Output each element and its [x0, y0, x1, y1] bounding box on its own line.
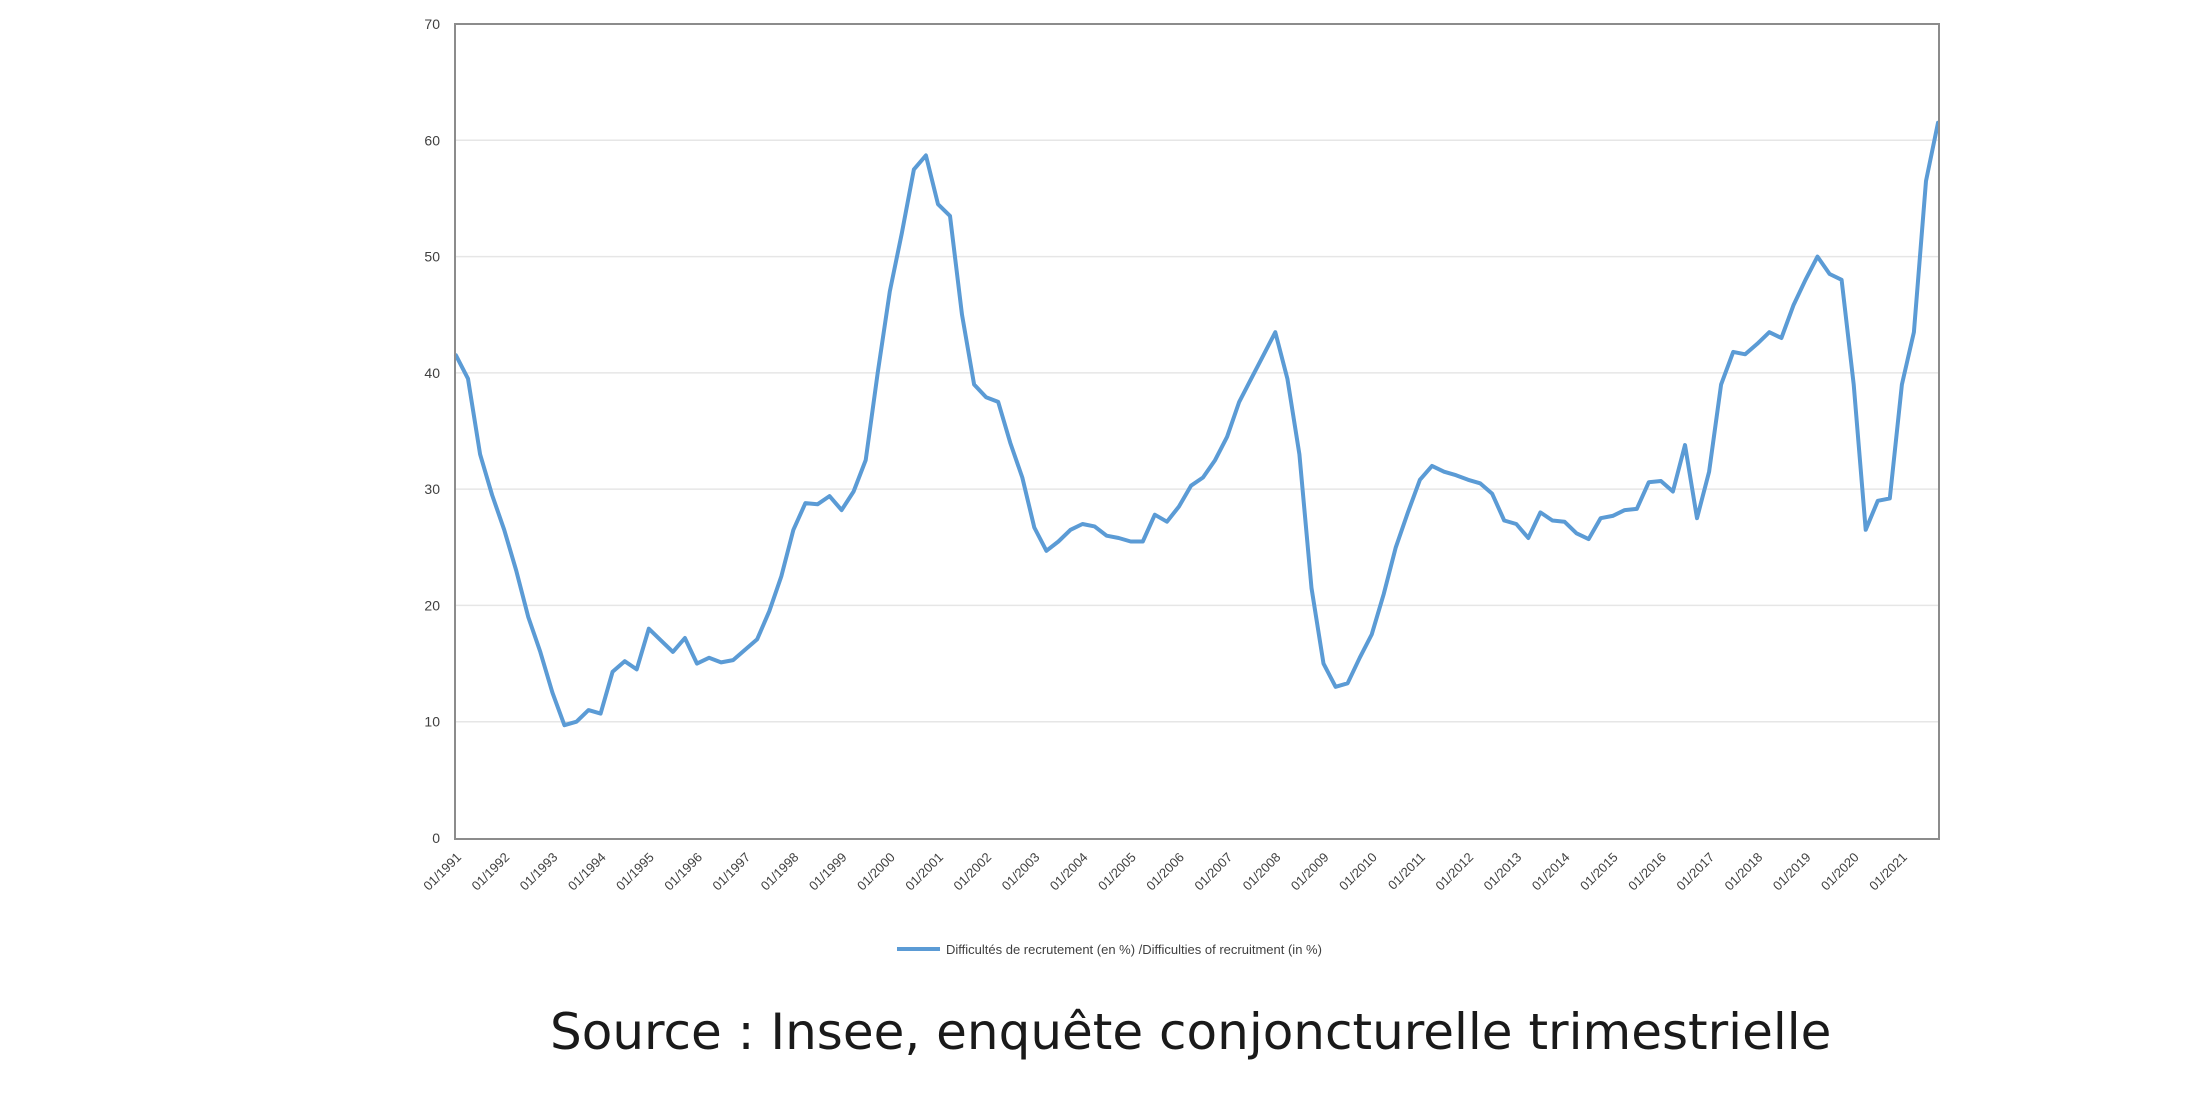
x-tick-label: 01/2019: [1770, 850, 1814, 894]
x-tick-label: 01/2021: [1866, 850, 1910, 894]
series-layer: [454, 120, 1940, 728]
x-tick-label: 01/1994: [565, 850, 609, 894]
x-tick-label: 01/1995: [613, 850, 657, 894]
x-tick-label: 01/2012: [1432, 850, 1476, 894]
y-tick-label: 70: [424, 16, 440, 32]
x-tick-label: 01/2007: [1191, 850, 1235, 894]
y-tick-label: 30: [424, 481, 440, 497]
x-tick-label: 01/1998: [758, 850, 802, 894]
x-tick-label: 01/2020: [1818, 850, 1862, 894]
y-tick-label: 10: [424, 714, 440, 730]
x-tick-label: 01/2001: [902, 850, 946, 894]
x-tick-label: 01/2016: [1625, 850, 1669, 894]
x-tick-label: 01/2011: [1385, 850, 1428, 893]
y-tick-label: 60: [424, 132, 440, 148]
x-tick-label: 01/2018: [1722, 850, 1766, 894]
y-axis-ticks: 0 10 20 30 40 50 60 70: [424, 16, 440, 846]
x-tick-label: 01/2017: [1673, 850, 1717, 894]
x-tick-label: 01/2000: [854, 850, 898, 894]
x-tick-label: 01/2009: [1288, 850, 1332, 894]
series-line: [454, 120, 1940, 728]
y-tick-label: 0: [432, 830, 440, 846]
x-tick-label: 01/1991: [420, 850, 464, 894]
source-note: Source : Insee, enquête conjoncturelle t…: [550, 1003, 1832, 1061]
x-tick-label: 01/2002: [950, 850, 994, 894]
legend-label: Difficultés de recrutement (en %) /Diffi…: [946, 942, 1322, 957]
gridlines: [456, 139, 1938, 723]
x-tick-label: 01/2005: [1095, 850, 1139, 894]
x-tick-label: 01/1996: [661, 850, 705, 894]
x-tick-label: 01/2006: [1143, 850, 1187, 894]
plot-frame: [454, 23, 1940, 840]
x-tick-label: 01/2013: [1481, 850, 1525, 894]
x-tick-label: 01/1992: [468, 850, 512, 894]
y-tick-label: 50: [424, 249, 440, 265]
x-tick-label: 01/2014: [1529, 850, 1573, 894]
x-axis-ticks: 01/1991 01/1992 01/1993 01/1994 01/1995 01/19…: [420, 850, 1910, 894]
x-tick-label: 01/1997: [709, 850, 753, 894]
x-tick-label: 01/2015: [1577, 850, 1621, 894]
legend: Difficultés de recrutement (en %) /Diffi…: [897, 942, 1322, 957]
x-tick-label: 01/2003: [999, 850, 1043, 894]
x-tick-label: 01/1993: [517, 850, 561, 894]
y-tick-label: 40: [424, 365, 440, 381]
x-tick-label: 01/2008: [1240, 850, 1284, 894]
x-tick-label: 01/2004: [1047, 850, 1091, 894]
y-tick-label: 20: [424, 597, 440, 613]
x-tick-label: 01/2010: [1336, 850, 1380, 894]
x-tick-label: 01/1999: [806, 850, 850, 894]
